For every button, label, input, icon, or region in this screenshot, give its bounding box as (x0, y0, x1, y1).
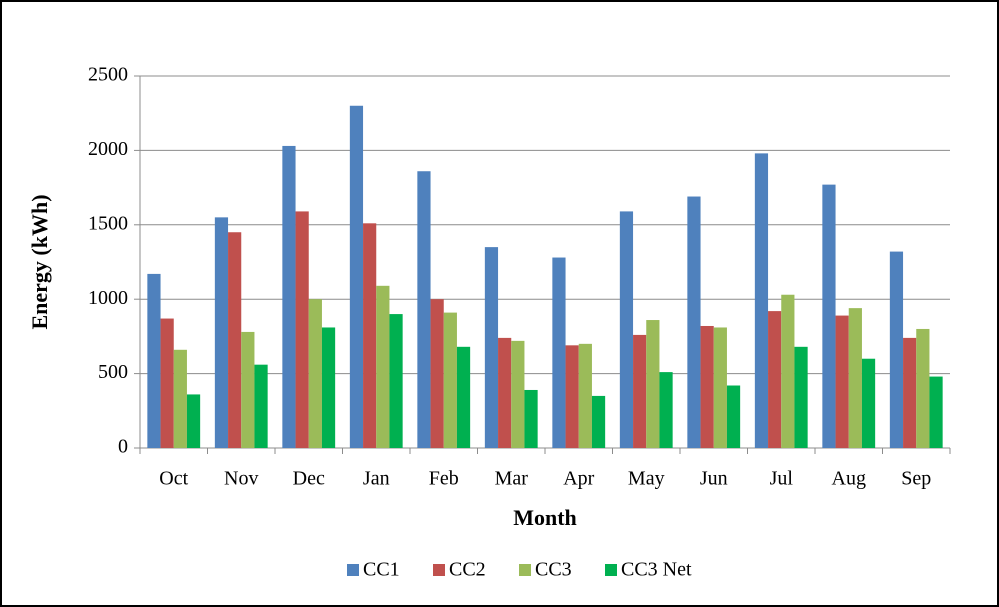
x-tick-label: Apr (563, 468, 594, 490)
y-tick-label: 0 (118, 436, 128, 458)
y-tick-label: 2500 (88, 64, 128, 86)
bar (173, 349, 187, 448)
bar (619, 211, 634, 448)
bar (186, 394, 201, 448)
x-tick-label: Jan (363, 468, 390, 490)
bar (700, 325, 714, 448)
bar (524, 389, 538, 448)
bar (713, 327, 727, 448)
bar (903, 337, 917, 448)
bar (349, 105, 364, 448)
bar (794, 346, 808, 448)
legend-label: CC1 (363, 559, 400, 581)
y-tick-label: 500 (98, 361, 128, 383)
x-tick-label: Oct (159, 468, 188, 490)
bar (241, 331, 255, 448)
x-tick-label: Sep (901, 468, 931, 490)
bar (308, 299, 322, 448)
x-axis-title: Month (513, 505, 577, 530)
bar (578, 343, 592, 448)
bar (754, 153, 769, 448)
bar (363, 223, 377, 448)
bar (430, 299, 444, 448)
x-tick-label: Aug (832, 468, 866, 490)
bar (726, 385, 741, 448)
bar (929, 376, 943, 448)
bar (781, 294, 795, 448)
y-tick-label: 1500 (88, 212, 128, 234)
bar (591, 395, 606, 448)
x-tick-label: Dec (293, 468, 325, 490)
x-tick-label: May (628, 468, 665, 490)
bar (282, 145, 296, 448)
legend-swatch (519, 564, 531, 576)
bar (443, 312, 457, 448)
bar (565, 345, 579, 448)
bar (822, 184, 836, 448)
bar (687, 196, 701, 448)
bar (228, 232, 242, 448)
legend-swatch (433, 564, 445, 576)
legend-label: CC2 (449, 559, 486, 581)
bar (147, 273, 161, 448)
bar (646, 320, 660, 448)
y-tick-label: 1000 (88, 287, 128, 309)
x-tick-label: Jul (770, 468, 794, 490)
bar (321, 327, 336, 448)
bar (848, 308, 862, 448)
legend-swatch (605, 564, 617, 576)
bar (659, 372, 673, 448)
bar (214, 217, 229, 448)
bar (889, 251, 904, 448)
bar (160, 318, 174, 448)
bar (389, 314, 403, 448)
x-tick-label: Jun (700, 468, 728, 490)
bar (254, 364, 268, 448)
bar (498, 337, 512, 448)
legend-label: CC3 Net (621, 559, 692, 581)
bar (484, 247, 499, 448)
bar (511, 340, 525, 448)
bar (552, 257, 566, 448)
x-tick-label: Feb (429, 468, 459, 490)
bar (835, 315, 849, 448)
bar (417, 171, 431, 448)
bar (633, 334, 647, 448)
legend-swatch (347, 564, 359, 576)
y-axis-title: Energy (kWh) (27, 194, 52, 329)
bar (456, 346, 471, 448)
x-tick-label: Nov (224, 468, 258, 490)
bar (768, 311, 782, 448)
y-tick-label: 2000 (88, 138, 128, 160)
bar (861, 358, 876, 448)
bar (295, 211, 309, 448)
bar (376, 285, 390, 448)
legend-label: CC3 (535, 559, 572, 581)
bar (916, 328, 930, 448)
x-tick-label: Mar (495, 468, 529, 490)
